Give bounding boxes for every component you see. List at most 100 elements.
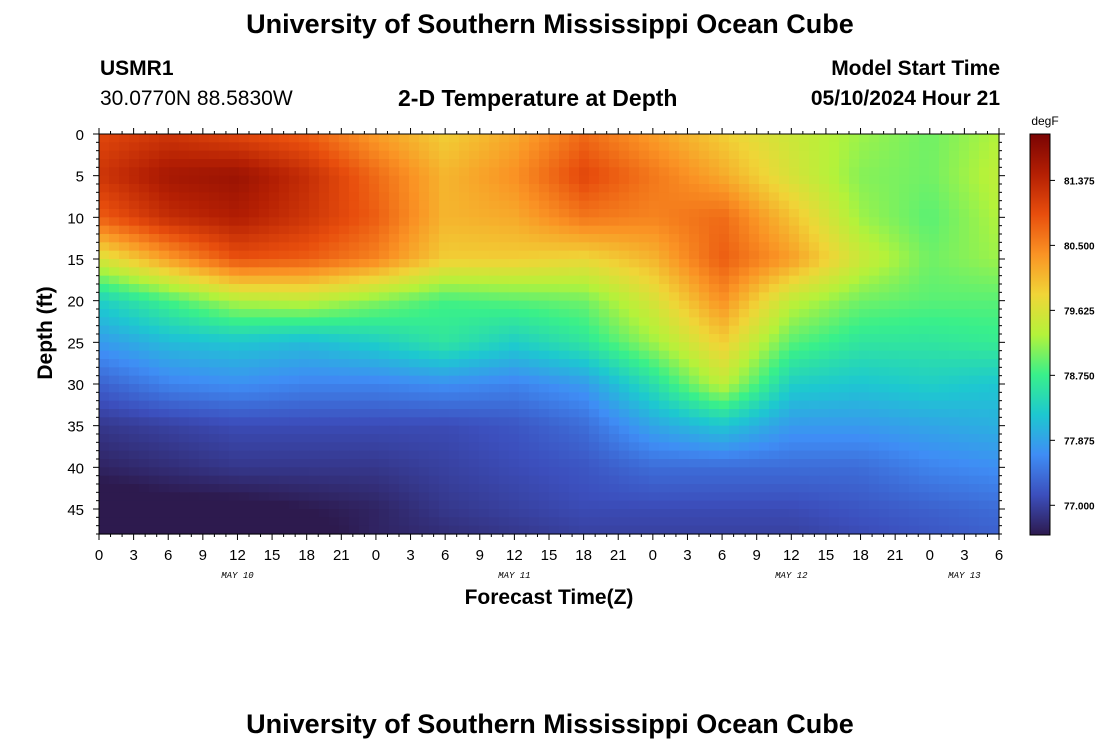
heatmap-cell: [939, 367, 950, 377]
heatmap-cell: [599, 359, 610, 368]
heatmap-cell: [499, 375, 510, 385]
heatmap-cell: [419, 509, 430, 518]
heatmap-cell: [879, 509, 890, 518]
heatmap-cell: [439, 200, 450, 210]
heatmap-cell: [179, 392, 190, 402]
heatmap-cell: [789, 492, 800, 502]
heatmap-cell: [929, 134, 940, 143]
heatmap-cell: [879, 459, 890, 468]
heatmap-cell: [299, 184, 310, 193]
heatmap-cell: [189, 134, 200, 143]
heatmap-cell: [899, 375, 910, 385]
heatmap-cell: [189, 300, 200, 310]
heatmap-cell: [619, 292, 630, 302]
heatmap-cell: [429, 467, 440, 477]
heatmap-cell: [599, 234, 610, 243]
heatmap-cell: [449, 250, 460, 260]
heatmap-cell: [349, 225, 360, 235]
heatmap-cell: [449, 325, 460, 335]
heatmap-cell: [779, 184, 790, 193]
heatmap-cell: [489, 467, 500, 477]
heatmap-cell: [299, 167, 310, 177]
heatmap-cell: [129, 234, 140, 243]
heatmap-cell: [409, 409, 420, 418]
heatmap-cell: [599, 192, 610, 202]
heatmap-cell: [119, 425, 130, 435]
heatmap-cell: [869, 400, 880, 410]
heatmap-cell: [209, 350, 220, 360]
heatmap-cell: [159, 517, 170, 527]
heatmap-cell: [589, 217, 600, 227]
heatmap-cell: [199, 159, 210, 168]
heatmap-cell: [429, 309, 440, 318]
heatmap-cell: [989, 242, 1000, 252]
heatmap-cell: [679, 175, 690, 185]
heatmap-cell: [839, 184, 850, 193]
heatmap-cell: [259, 392, 270, 402]
heatmap-cell: [239, 275, 250, 285]
heatmap-cell: [229, 242, 240, 252]
heatmap-cell: [269, 400, 280, 410]
heatmap-cell: [229, 475, 240, 485]
heatmap-cell: [119, 250, 130, 260]
heatmap-cell: [199, 259, 210, 268]
heatmap-cell: [329, 167, 340, 177]
heatmap-cell: [829, 175, 840, 185]
heatmap-cell: [839, 425, 850, 435]
heatmap-cell: [629, 134, 640, 143]
heatmap-cell: [159, 259, 170, 268]
heatmap-cell: [489, 484, 500, 493]
heatmap-cell: [859, 134, 870, 143]
heatmap-cell: [719, 225, 730, 235]
heatmap-cell: [289, 159, 300, 168]
heatmap-cell: [799, 359, 810, 368]
heatmap-cell: [489, 259, 500, 268]
heatmap-cell: [389, 184, 400, 193]
heatmap-cell: [889, 167, 900, 177]
heatmap-cell: [139, 325, 150, 335]
heatmap-cell: [929, 175, 940, 185]
heatmap-cell: [989, 300, 1000, 310]
heatmap-cell: [609, 525, 620, 535]
heatmap-cell: [669, 334, 680, 343]
heatmap-cell: [969, 517, 980, 527]
heatmap-cell: [579, 259, 590, 268]
heatmap-cell: [809, 509, 820, 518]
heatmap-cell: [829, 367, 840, 377]
heatmap-cell: [459, 167, 470, 177]
heatmap-cell: [109, 450, 120, 460]
heatmap-cell: [899, 275, 910, 285]
heatmap-cell: [369, 142, 380, 152]
heatmap-cell: [969, 375, 980, 385]
heatmap-cell: [399, 509, 410, 518]
heatmap-cell: [639, 150, 650, 160]
heatmap-cell: [429, 459, 440, 468]
heatmap-cell: [309, 317, 320, 327]
heatmap-cell: [869, 242, 880, 252]
heatmap-cell: [449, 150, 460, 160]
heatmap-cell: [769, 434, 780, 443]
heatmap-cell: [599, 209, 610, 218]
heatmap-cell: [769, 209, 780, 218]
heatmap-cell: [899, 400, 910, 410]
heatmap-cell: [209, 242, 220, 252]
heatmap-cell: [589, 242, 600, 252]
heatmap-cell: [989, 317, 1000, 327]
heatmap-cell: [379, 275, 390, 285]
heatmap-cell: [109, 134, 120, 143]
heatmap-cell: [269, 309, 280, 318]
heatmap-cell: [299, 275, 310, 285]
heatmap-cell: [909, 167, 920, 177]
heatmap-cell: [839, 217, 850, 227]
heatmap-cell: [509, 425, 520, 435]
heatmap-cell: [939, 342, 950, 352]
heatmap-cell: [769, 425, 780, 435]
heatmap-cell: [979, 300, 990, 310]
heatmap-cell: [639, 450, 650, 460]
heatmap-cell: [199, 167, 210, 177]
heatmap-cell: [269, 342, 280, 352]
heatmap-cell: [99, 309, 110, 318]
heatmap-cell: [819, 350, 830, 360]
heatmap-cell: [859, 459, 870, 468]
